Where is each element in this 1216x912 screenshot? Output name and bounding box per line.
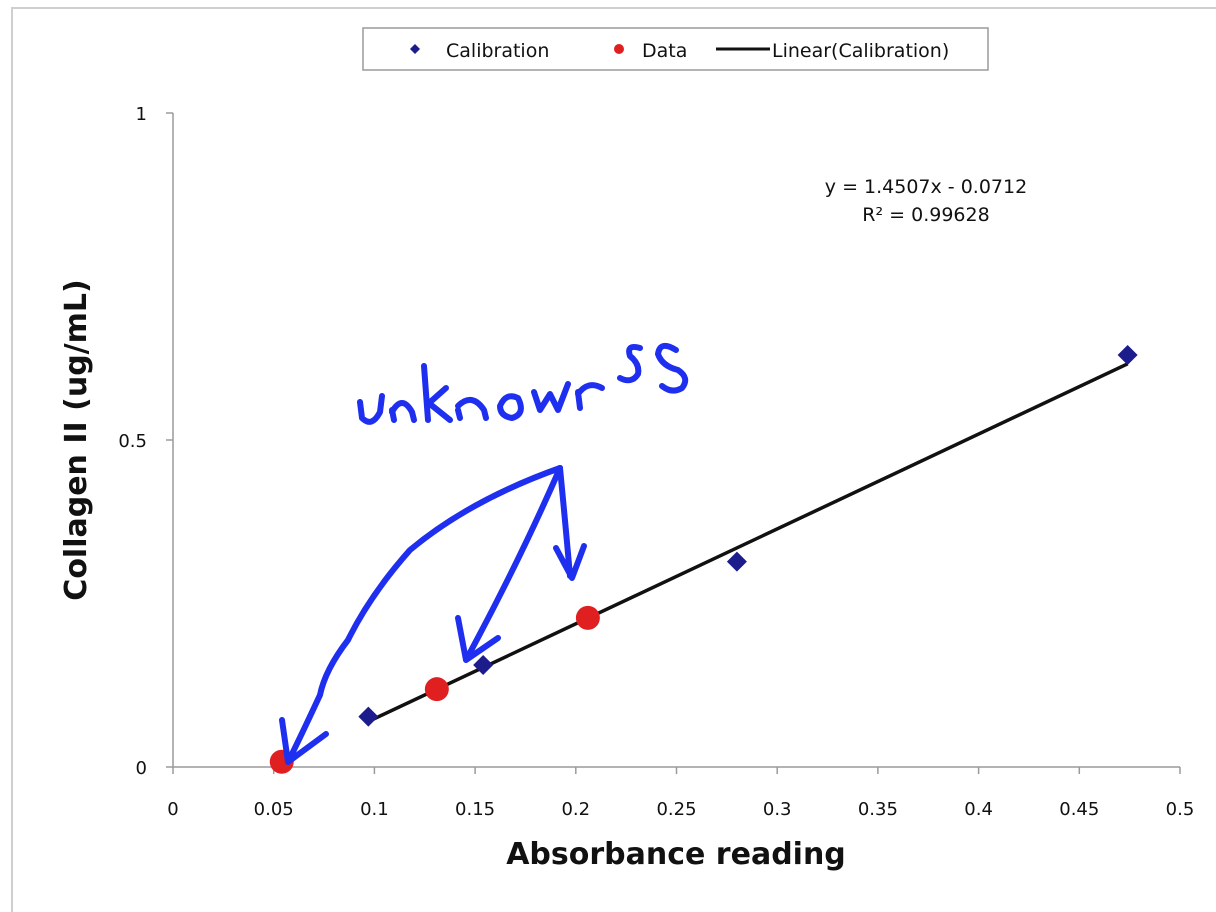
annotation-arrow-middle <box>455 465 563 663</box>
legend-label-data: Data <box>642 40 687 62</box>
y-ticks: 00.51 <box>118 104 173 779</box>
legend-label-calibration: Calibration <box>446 40 549 62</box>
legend: Calibration Data Linear(Calibration) <box>362 27 989 71</box>
x-tick-label: 0.05 <box>254 799 294 820</box>
calibration-point <box>473 654 494 675</box>
x-tick-label: 0.35 <box>858 799 898 820</box>
y-axis-title: Collagen II (ug/mL) <box>59 279 94 600</box>
legend-marker-data <box>614 44 624 54</box>
x-tick-label: 0.4 <box>964 799 993 820</box>
legend-box <box>362 27 989 71</box>
legend-marker-calibration <box>410 44 420 54</box>
x-axis-title: Absorbance reading <box>506 837 846 872</box>
x-tick-label: 0.1 <box>360 799 389 820</box>
trendline-layer <box>367 362 1129 724</box>
data-point <box>424 677 449 702</box>
x-tick-label: 0.5 <box>1166 799 1195 820</box>
regression-equation: y = 1.4507x - 0.0712 <box>825 176 1027 198</box>
chart-frame <box>11 7 1216 912</box>
legend-entry-data: Data <box>614 40 687 62</box>
x-tick-label: 0.2 <box>561 799 590 820</box>
data-point <box>575 605 600 630</box>
x-tick-label: 0.15 <box>455 799 495 820</box>
legend-entry-calibration: Calibration <box>410 40 549 62</box>
x-tick-label: 0.3 <box>763 799 792 820</box>
x-tick-label: 0.45 <box>1059 799 1099 820</box>
y-tick-label: 1 <box>136 104 147 125</box>
calibration-point <box>726 551 747 572</box>
trendline-linear-calibration <box>367 362 1129 724</box>
handwritten-unknowns-scribble <box>357 342 689 425</box>
annotation-arrow-right <box>553 465 587 581</box>
annotation-arrow-left <box>279 465 563 765</box>
calibration-point <box>358 706 379 727</box>
x-ticks: 0 0.05 0.1 0.15 0.2 0.25 0.3 0.35 0.4 0.45 0.5 <box>167 767 1194 820</box>
y-tick-label: 0 <box>136 758 147 779</box>
legend-entry-linear: Linear(Calibration) <box>716 40 949 62</box>
handwritten-annotation <box>279 342 689 765</box>
axes: 0 0.05 0.1 0.15 0.2 0.25 0.3 0.35 0.4 0.45 0.5 00.… <box>118 104 1194 820</box>
x-tick-label: 0 <box>167 799 178 820</box>
r-squared: R² = 0.99628 <box>862 204 989 226</box>
x-tick-label: 0.25 <box>656 799 696 820</box>
calibration-point <box>1117 344 1138 365</box>
y-tick-label: 0.5 <box>118 431 147 452</box>
legend-label-linear: Linear(Calibration) <box>772 40 949 62</box>
